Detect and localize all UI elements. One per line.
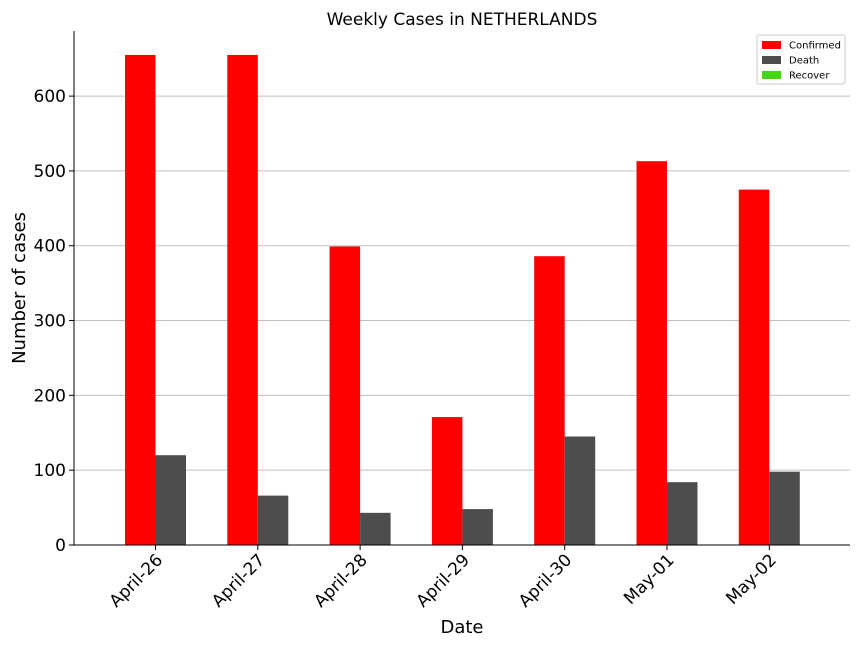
bar-death-may-01	[667, 482, 698, 545]
legend-swatch-confirmed	[762, 41, 781, 49]
y-tick-label: 500	[34, 162, 66, 182]
x-tick-label: May-01	[620, 550, 678, 608]
bar-death-april-29	[462, 509, 493, 545]
y-axis-label: Number of cases	[9, 212, 30, 364]
bar-confirmed-april-27	[227, 54, 258, 546]
x-tick-label: April-28	[310, 550, 371, 611]
chart-title: Weekly Cases in NETHERLANDS	[327, 10, 598, 30]
bar-confirmed-april-28	[329, 246, 361, 545]
legend-swatch-death	[762, 56, 781, 64]
bar-death-may-02	[769, 471, 800, 545]
x-ticks: April-26 April-27 April-28 April-29 April-30…	[106, 545, 781, 612]
x-tick-label: April-27	[208, 550, 269, 611]
y-ticks: 0 100 200 300 400 500 600	[34, 87, 74, 556]
x-axis-label: Date	[440, 617, 483, 638]
bar-confirmed-april-26	[125, 54, 156, 546]
y-tick-label: 300	[34, 312, 66, 332]
y-tick-label: 400	[34, 237, 66, 257]
legend-label-recover: Recover	[789, 71, 830, 82]
bar-confirmed-may-01	[636, 161, 667, 545]
bar-confirmed-may-02	[738, 189, 770, 545]
bar-confirmed-april-29	[431, 417, 463, 545]
legend: Confirmed Death Recover	[756, 34, 846, 85]
gridlines	[74, 95, 850, 471]
x-tick-label: April-26	[106, 550, 167, 611]
x-tick-label: April-30	[515, 550, 576, 611]
bar-death-april-26	[155, 455, 186, 545]
y-tick-label: 600	[34, 87, 66, 107]
legend-label-confirmed: Confirmed	[789, 41, 841, 52]
legend-label-death: Death	[789, 56, 819, 67]
y-tick-label: 200	[34, 386, 66, 406]
bars	[125, 54, 800, 546]
x-tick-label: May-02	[722, 550, 780, 608]
bar-death-april-30	[564, 436, 596, 545]
bar-death-april-28	[360, 512, 391, 545]
x-tick-label: April-29	[413, 550, 474, 611]
bar-death-april-27	[257, 495, 289, 545]
y-tick-label: 100	[34, 461, 66, 481]
y-tick-label: 0	[55, 536, 66, 556]
bar-confirmed-april-30	[534, 256, 565, 545]
legend-swatch-recover	[762, 71, 781, 79]
